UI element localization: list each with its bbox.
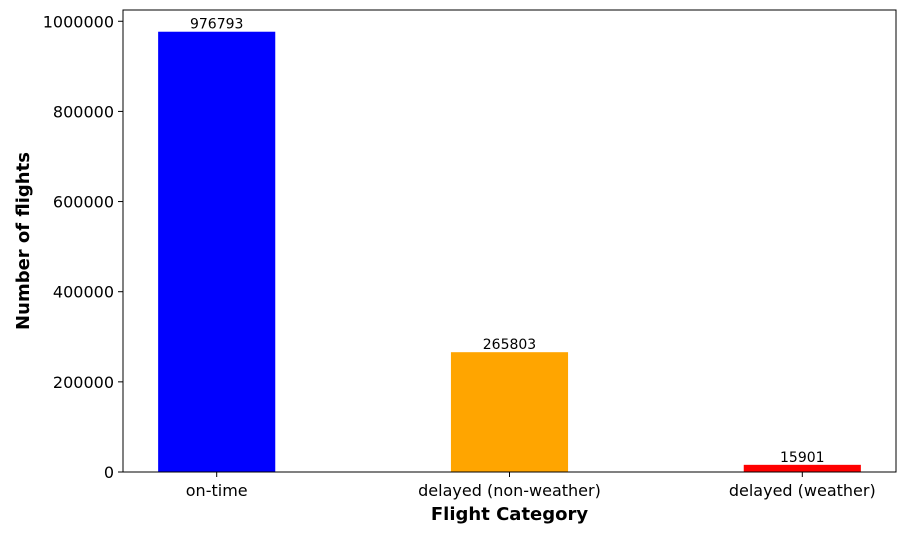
bar-1 (158, 31, 276, 472)
y-tick-label-6: 1000000 (43, 12, 114, 31)
y-tick-label-4: 600000 (53, 193, 114, 212)
x-ticks-group: on-time delayed (non-weather) delayed (wea… (186, 472, 876, 500)
bar-2 (450, 352, 569, 472)
x-axis-title: Flight Category (431, 504, 589, 525)
bars-group (158, 31, 861, 472)
bar-3 (743, 464, 861, 472)
data-label-1: 976793 (190, 17, 243, 33)
y-tick-label-1: 0 (104, 463, 114, 482)
data-label-3: 15901 (780, 450, 825, 466)
x-tick-label-3: delayed (weather) (729, 481, 876, 500)
y-tick-label-3: 400000 (53, 283, 114, 302)
x-tick-label-1: on-time (186, 481, 248, 500)
y-ticks-group: 0 200000 400000 600000 800000 1000000 (43, 12, 123, 482)
data-label-2: 265803 (483, 337, 536, 353)
y-tick-label-5: 800000 (53, 102, 114, 121)
x-tick-label-2: delayed (non-weather) (418, 481, 601, 500)
y-tick-label-2: 200000 (53, 373, 114, 392)
y-axis-title: Number of flights (13, 152, 34, 330)
data-labels-group: 976793 265803 15901 (190, 17, 825, 466)
